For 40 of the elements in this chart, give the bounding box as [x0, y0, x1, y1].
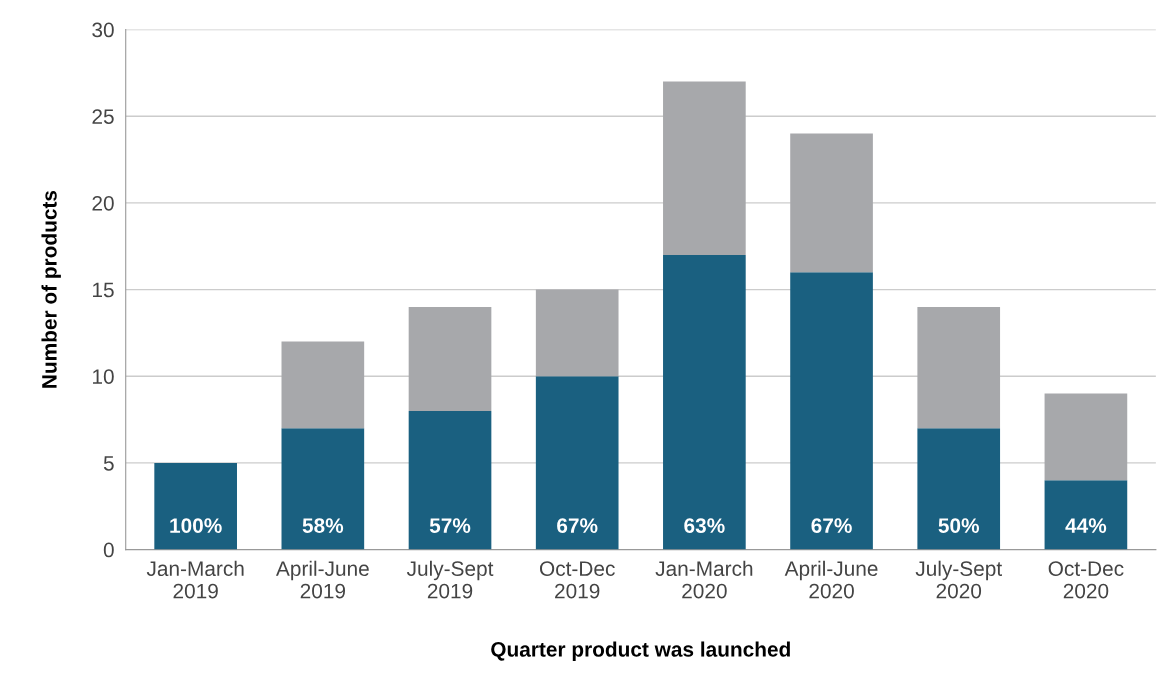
annotation: 67%	[557, 518, 598, 533]
bar	[663, 81, 746, 255]
y-tick-label: 20	[92, 195, 114, 211]
annotation: 100%	[170, 518, 222, 533]
x-axis-title: Quarter product was launched	[491, 641, 790, 661]
x-tick-label: Jan-March 2020	[655, 560, 753, 599]
y-tick-label: 15	[93, 282, 114, 298]
annotation: 67%	[811, 518, 852, 533]
x-tick-label: Jan-March 2019	[146, 560, 244, 599]
x-tick-label: July-Sept 2020	[915, 560, 1002, 599]
annotation: 63%	[684, 518, 725, 533]
bar	[281, 341, 365, 429]
y-axis-title: Number of products	[41, 190, 61, 388]
bar	[408, 410, 492, 550]
bar	[408, 306, 492, 411]
bar	[281, 428, 365, 550]
bar	[1044, 480, 1128, 550]
bar	[663, 254, 746, 550]
x-tick-label: April-June 2020	[784, 560, 878, 599]
bar	[535, 376, 619, 550]
x-tick-label: Oct-Dec 2019	[539, 561, 615, 599]
y-tick-label: 30	[92, 22, 114, 38]
y-tick-label: 25	[92, 109, 114, 124]
x-tick-label: April-June 2019	[275, 560, 369, 599]
bar	[790, 133, 873, 273]
annotation: 44%	[1065, 518, 1107, 533]
bar	[535, 289, 619, 377]
annotation: 50%	[938, 518, 980, 533]
bar	[917, 306, 1001, 429]
bar	[917, 428, 1001, 550]
annotation: 58%	[302, 518, 344, 533]
bar	[790, 272, 873, 550]
y-tick-label: 10	[93, 369, 114, 384]
bar	[1044, 393, 1128, 481]
y-tick-label: 5	[103, 456, 114, 471]
y-tick-label: 0	[103, 542, 114, 558]
annotation: 57%	[429, 518, 471, 533]
x-tick-label: July-Sept 2019	[406, 560, 494, 599]
x-tick-label: Oct-Dec 2020	[1048, 561, 1124, 599]
bar	[154, 462, 237, 550]
